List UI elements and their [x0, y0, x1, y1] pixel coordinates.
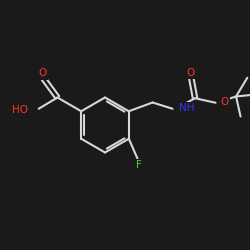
Text: O: O: [220, 97, 229, 107]
Text: O: O: [39, 68, 47, 78]
Text: O: O: [186, 68, 194, 78]
Text: HO: HO: [12, 104, 28, 115]
Text: NH: NH: [179, 103, 195, 113]
Text: F: F: [136, 160, 141, 170]
